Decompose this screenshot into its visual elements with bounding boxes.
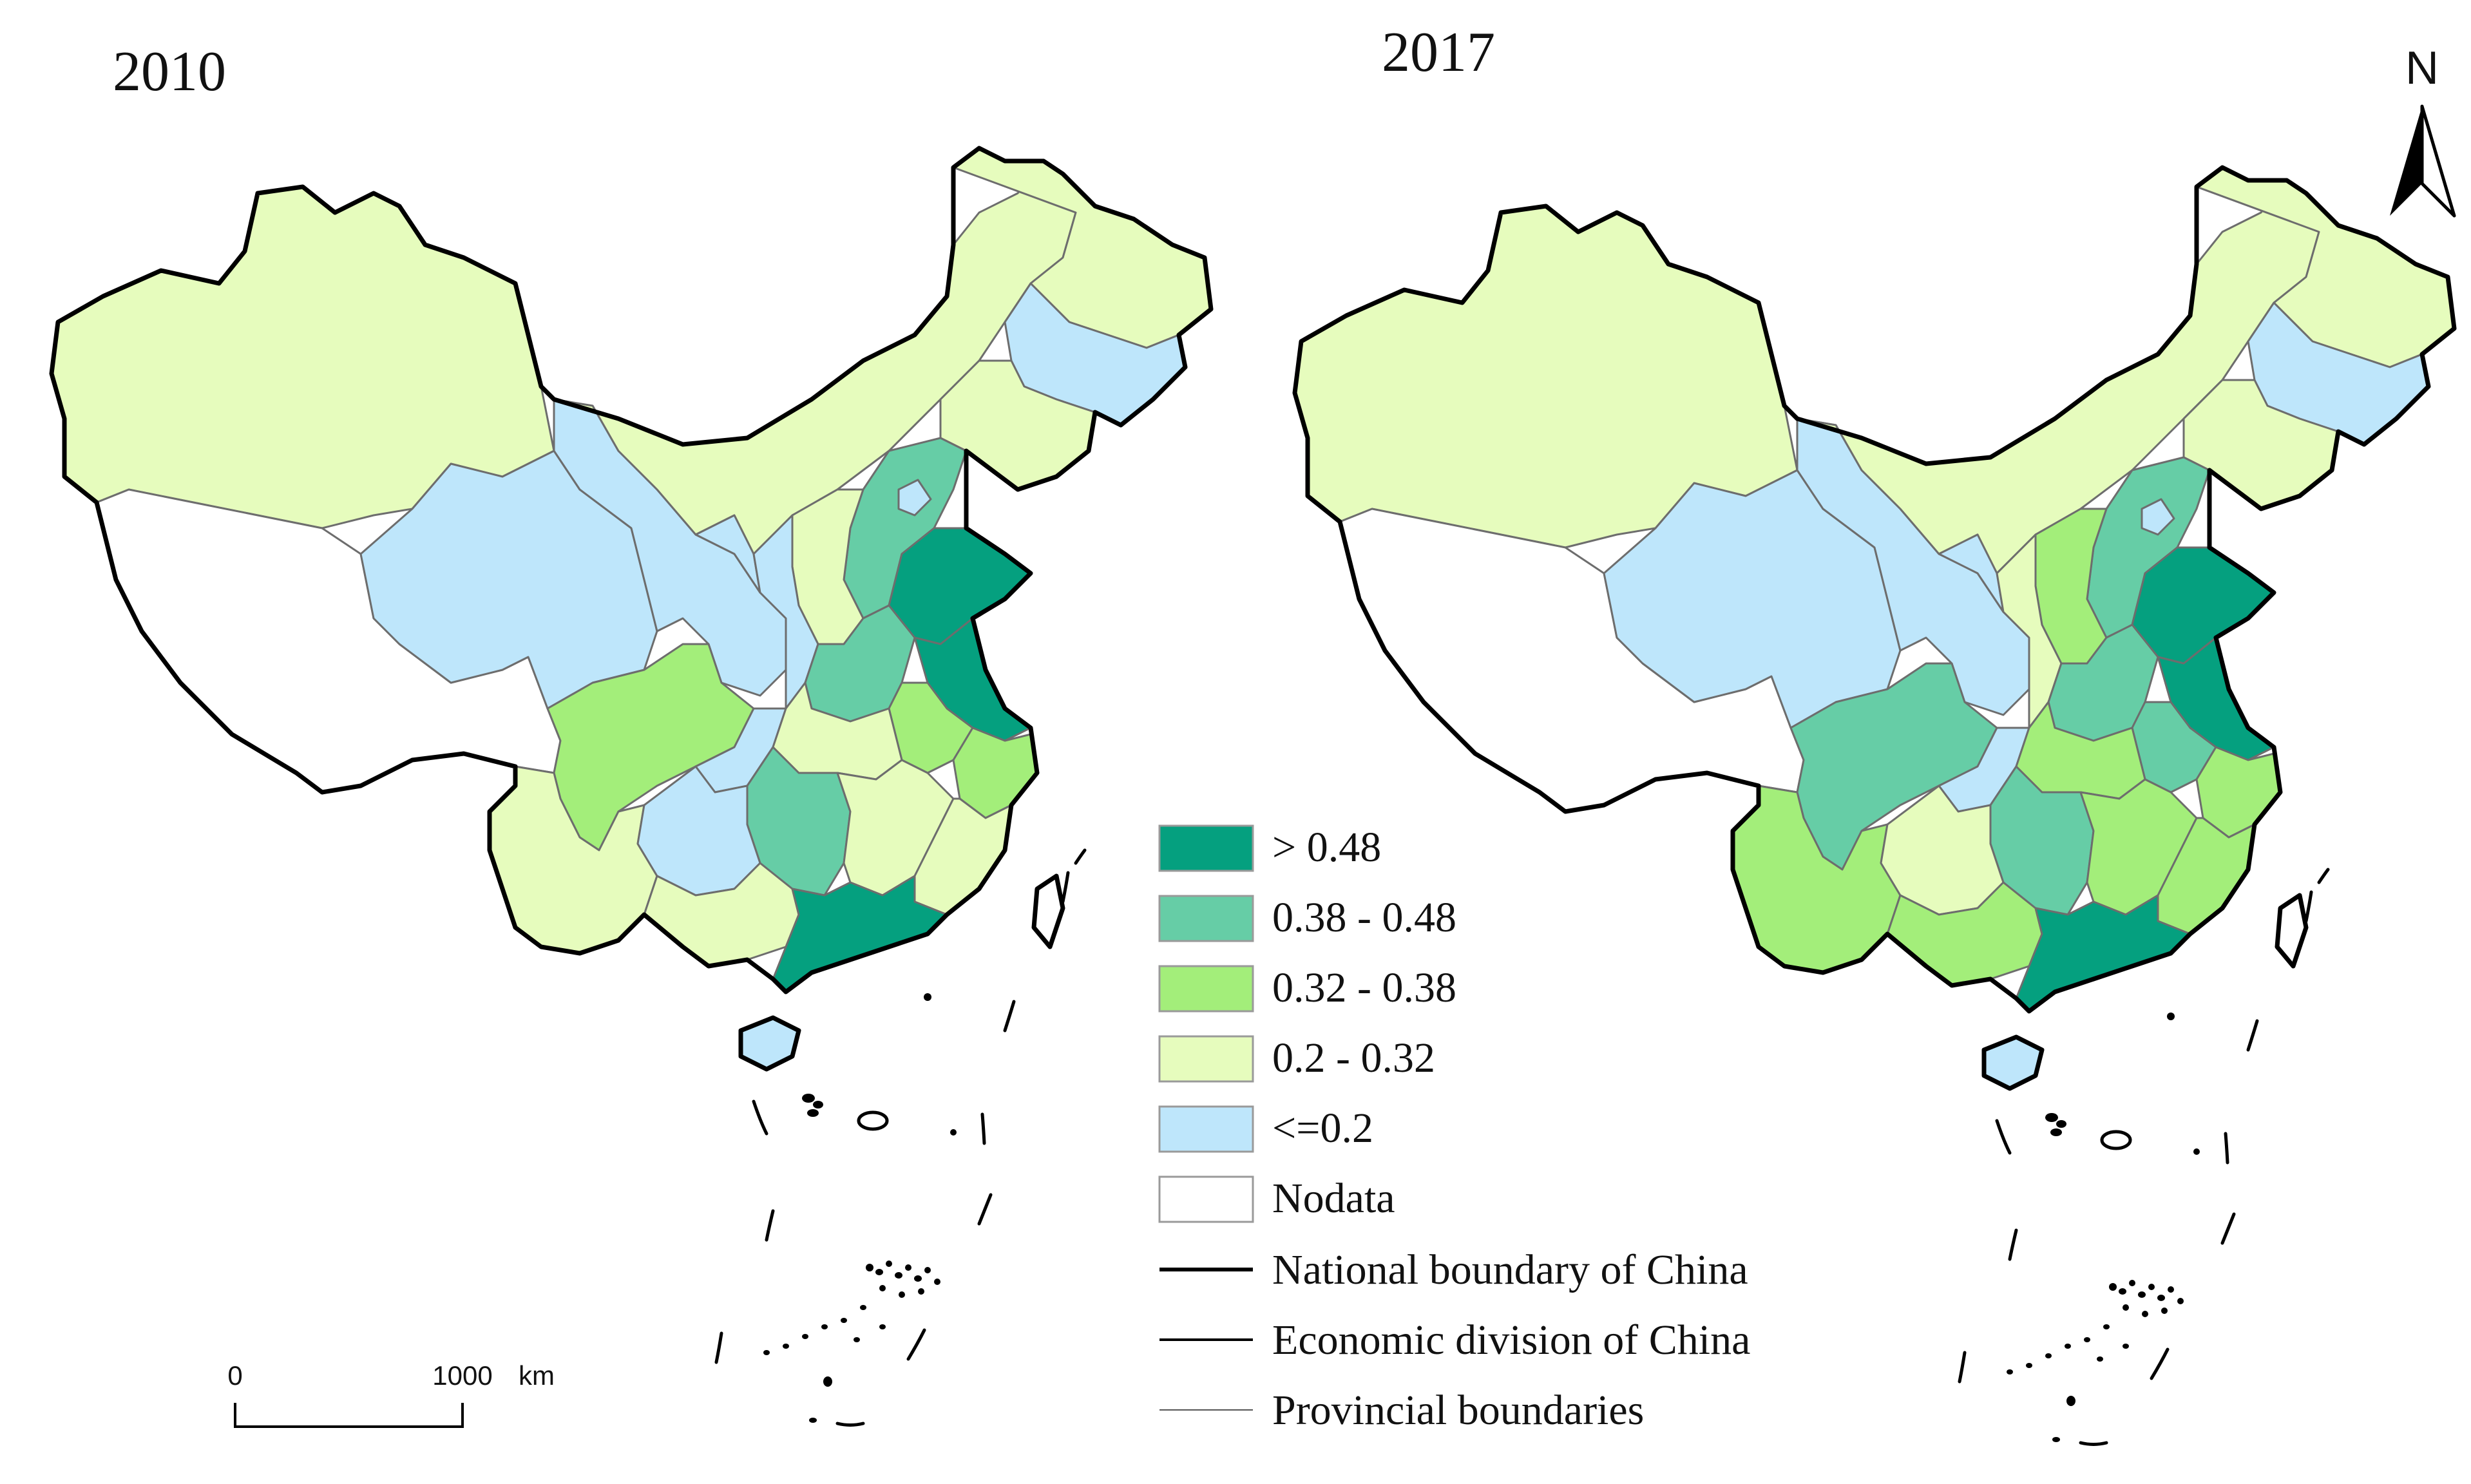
legend-label: 0.38 - 0.48 <box>1272 894 1456 941</box>
legend: > 0.48 0.38 - 0.48 0.32 - 0.38 0.2 - 0.32 <=… <box>1158 824 1750 1434</box>
north-arrow: N <box>2390 43 2456 218</box>
legend-swatch <box>1158 1175 1254 1223</box>
scale-bar: 0 1000 km <box>227 1360 555 1428</box>
legend-label: Provincial boundaries <box>1272 1387 1644 1434</box>
legend-swatch <box>1158 965 1254 1013</box>
legend-label: Economic division of China <box>1272 1317 1750 1364</box>
legend-swatch <box>1158 1105 1254 1153</box>
map-2017: 2017 <box>1295 21 2454 1445</box>
legend-label: > 0.48 <box>1272 824 1381 871</box>
legend-label: Nodata <box>1272 1175 1395 1222</box>
map-2010: 2010 <box>52 41 1211 1425</box>
legend-label: 0.2 - 0.32 <box>1272 1034 1435 1081</box>
legend-swatch <box>1158 895 1254 942</box>
legend-label: National boundary of China <box>1272 1246 1748 1293</box>
map-title: 2010 <box>113 41 226 103</box>
scale-end-label: 1000 <box>432 1360 492 1391</box>
north-arrow-icon <box>2390 106 2422 216</box>
scale-unit-label: km <box>519 1360 555 1391</box>
legend-swatch <box>1158 1035 1254 1083</box>
scale-line <box>234 1403 464 1428</box>
legend-label: 0.32 - 0.38 <box>1272 964 1456 1011</box>
north-label: N <box>2405 43 2439 94</box>
map-title: 2017 <box>1382 21 1495 84</box>
legend-swatch <box>1158 824 1254 872</box>
scale-start-label: 0 <box>227 1360 242 1391</box>
north-arrow-icon <box>2420 104 2456 218</box>
legend-label: <=0.2 <box>1272 1105 1373 1152</box>
